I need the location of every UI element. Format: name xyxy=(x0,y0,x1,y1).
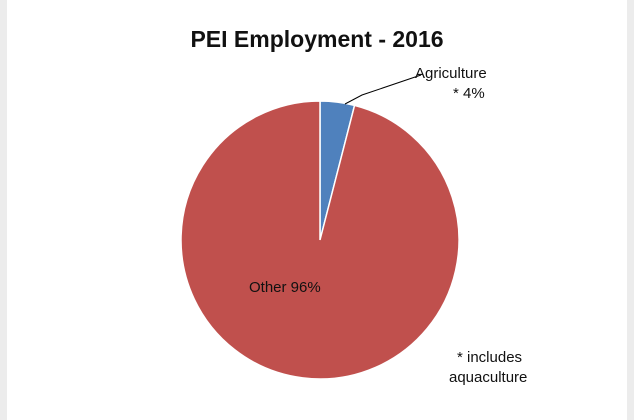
other-label: Other 96% xyxy=(249,279,321,296)
footnote-line-1: * includes xyxy=(457,349,523,366)
pie-chart xyxy=(180,74,460,380)
chart-title: PEI Employment - 2016 xyxy=(190,26,444,52)
chart-frame: PEI Employment - 2016 Agriculture * 4% O… xyxy=(7,0,627,420)
agriculture-label: Agriculture * 4% xyxy=(415,64,487,104)
footnote: * includes aquaculture xyxy=(449,348,527,388)
footnote-line-2: aquaculture xyxy=(449,369,528,386)
pie-slice-other xyxy=(180,100,460,380)
agriculture-label-value: * 4% xyxy=(453,85,485,102)
agriculture-leader-line xyxy=(344,74,422,105)
agriculture-label-name: Agriculture xyxy=(415,65,487,82)
